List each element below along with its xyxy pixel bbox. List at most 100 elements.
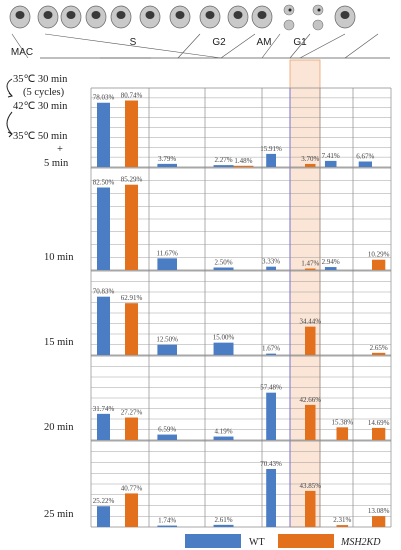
bar-wt <box>213 267 234 270</box>
value-label-wt: 82.50% <box>93 179 115 187</box>
value-labels: 78.03% 3.79% 2.27% 15.91% 7.41% 6.67% 80.74% 1.… <box>93 92 390 525</box>
value-label-msh2kd: 85.29% <box>121 176 143 184</box>
nucleus-icon <box>9 5 31 29</box>
cell-nucleus-shape <box>340 11 350 19</box>
nucleus-icon <box>227 5 249 29</box>
value-label-wt: 2.27% <box>214 156 232 164</box>
stage-label-mac: MAC <box>11 47 33 58</box>
bar-wt <box>266 468 276 527</box>
time-label: 20 min <box>44 422 74 433</box>
cell-nucleus-shape <box>91 11 101 19</box>
condition-plus: + <box>57 144 63 155</box>
bar-wt <box>97 413 110 440</box>
header-bracket-line <box>299 33 346 59</box>
stage-label-g1: G1 <box>293 37 307 48</box>
nucleus-icon <box>283 4 295 31</box>
header-bracket-line <box>177 33 201 59</box>
bar-msh2kd <box>372 259 386 270</box>
value-label-wt: 11.67% <box>157 249 178 257</box>
legend-label-msh2kd: MSH2KD <box>340 537 381 548</box>
nucleus-icon <box>37 5 59 29</box>
bar-wt <box>97 102 110 167</box>
cell-nucleus-shape <box>233 11 243 19</box>
nucleus-icon <box>334 5 356 29</box>
bar-wt <box>97 506 110 527</box>
bar-wt <box>157 163 177 167</box>
bar-wt <box>266 266 276 270</box>
value-label-wt: 78.03% <box>93 94 115 102</box>
legend-label-wt: WT <box>249 537 265 548</box>
cell-nucleus-shape <box>317 8 321 12</box>
bar-wt <box>97 296 110 355</box>
bar-msh2kd <box>336 525 349 527</box>
cell-body-shape <box>283 19 295 31</box>
legend-swatch-msh2kd <box>278 534 334 548</box>
bar-wt <box>157 434 177 440</box>
value-label-wt: 3.33% <box>262 258 280 266</box>
value-label-msh2kd: 2.65% <box>370 344 388 352</box>
value-label-msh2kd: 2.31% <box>333 516 351 524</box>
bar-wt <box>266 153 276 167</box>
condition-heat-3: 35℃ 50 min <box>13 131 68 142</box>
time-label: 10 min <box>44 252 74 263</box>
stage-label-g2: G2 <box>212 37 226 48</box>
bar-msh2kd <box>125 100 138 167</box>
bar-wt <box>358 161 372 167</box>
condition-cycles: (5 cycles) <box>23 87 65 98</box>
bar-msh2kd <box>125 417 138 440</box>
bar-msh2kd <box>305 326 316 355</box>
time-label: 25 min <box>44 509 74 520</box>
bar-wt <box>213 165 234 167</box>
cell-nucleus-shape <box>257 11 267 19</box>
header-bracket-line <box>44 33 222 59</box>
value-label-wt: 2.94% <box>322 258 340 266</box>
value-label-wt: 70.83% <box>93 288 115 296</box>
g1-highlight-rect <box>289 59 321 528</box>
value-label-wt: 25.22% <box>93 497 115 505</box>
dividing-nucleus-icon <box>199 5 221 29</box>
value-label-wt: 7.41% <box>322 152 340 160</box>
bar-msh2kd <box>305 163 316 167</box>
nucleus-icon <box>169 5 191 29</box>
value-label-msh2kd: 43.85% <box>299 482 321 490</box>
bar-wt <box>213 436 234 440</box>
value-label-wt: 6.59% <box>158 426 176 434</box>
bar-msh2kd <box>305 404 316 440</box>
bar-wt <box>157 258 177 270</box>
nucleus-icon <box>251 5 273 29</box>
cell-illustrations <box>9 4 356 31</box>
legend-swatch-wt <box>185 534 241 548</box>
bar-wt <box>157 344 177 355</box>
value-label-wt: 15.91% <box>260 145 282 153</box>
header-bracket-line <box>261 33 281 59</box>
value-label-msh2kd: 14.69% <box>368 419 390 427</box>
value-label-wt: 6.67% <box>356 153 374 161</box>
stage-label-s: S <box>130 37 137 48</box>
value-label-wt: 70.43% <box>260 460 282 468</box>
value-label-msh2kd: 15.38% <box>331 418 353 426</box>
header-bracket-line <box>344 33 379 59</box>
grid-lines <box>90 87 392 528</box>
time-labels: 10 min 15 min 20 min 25 min <box>44 252 74 520</box>
conditions: 35℃ 30 min (5 cycles) 42℃ 30 min 35℃ 50 … <box>13 74 69 169</box>
condition-heat-2: 42℃ 30 min <box>13 101 68 112</box>
value-label-msh2kd: 42.66% <box>299 396 321 404</box>
bar-msh2kd <box>372 516 386 527</box>
value-label-msh2kd: 10.29% <box>368 251 390 259</box>
value-label-msh2kd: 40.77% <box>121 484 143 492</box>
value-label-wt: 1.74% <box>158 517 176 525</box>
cell-nucleus-shape <box>145 11 155 19</box>
value-label-wt: 57.48% <box>260 384 282 392</box>
bars <box>97 100 386 527</box>
cell-nucleus-shape <box>116 11 126 19</box>
bar-msh2kd <box>125 493 138 527</box>
bar-wt <box>266 353 276 355</box>
value-label-wt: 31.74% <box>93 405 115 413</box>
header-bracket-line <box>220 33 256 59</box>
cell-nucleus-shape <box>66 11 76 19</box>
stage-label-am: AM <box>257 37 272 48</box>
bar-wt <box>97 187 110 270</box>
bar-wt <box>157 525 177 527</box>
value-label-wt: 3.79% <box>158 155 176 163</box>
